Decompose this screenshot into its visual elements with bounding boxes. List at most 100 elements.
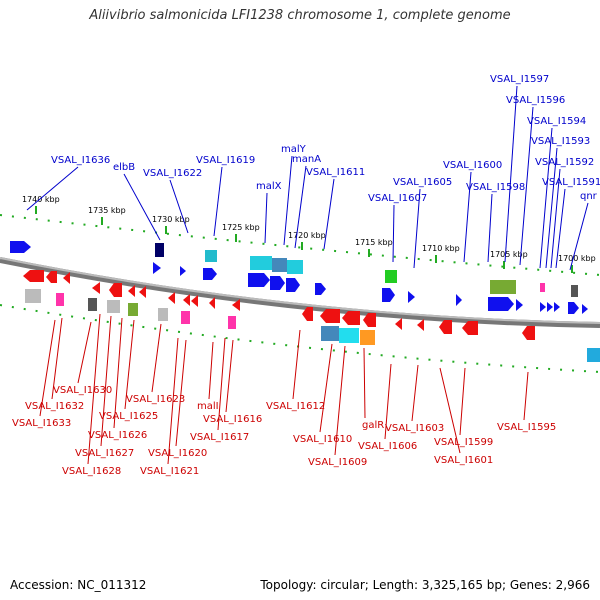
- reverse-gene-label[interactable]: VSAL_I1621: [140, 466, 199, 477]
- forward-gene[interactable]: [385, 270, 397, 283]
- reverse-gene[interactable]: [181, 311, 190, 324]
- forward-gene-label[interactable]: VSAL_I1594: [527, 116, 586, 127]
- forward-gene[interactable]: [547, 302, 553, 312]
- forward-gene-label[interactable]: VSAL_I1619: [196, 155, 255, 166]
- reverse-gene-label[interactable]: VSAL_I1609: [308, 457, 367, 468]
- reverse-gene-label[interactable]: VSAL_I1626: [88, 430, 147, 441]
- forward-gene-label[interactable]: VSAL_I1622: [143, 168, 202, 179]
- reverse-gene[interactable]: [232, 299, 240, 311]
- reverse-gene[interactable]: [92, 282, 100, 294]
- reverse-gene[interactable]: [209, 297, 215, 309]
- forward-gene-label[interactable]: manA: [292, 154, 321, 165]
- reverse-gene[interactable]: [191, 295, 198, 307]
- forward-gene-label[interactable]: VSAL_I1605: [393, 177, 452, 188]
- forward-gene[interactable]: [155, 243, 164, 257]
- forward-gene[interactable]: [180, 266, 186, 276]
- reverse-gene[interactable]: [128, 285, 135, 297]
- reverse-gene[interactable]: [462, 321, 478, 335]
- reverse-gene[interactable]: [109, 283, 122, 297]
- reverse-gene[interactable]: [56, 293, 64, 306]
- forward-gene[interactable]: [10, 241, 31, 253]
- reverse-gene-label[interactable]: VSAL_I1633: [12, 418, 71, 429]
- reverse-gene[interactable]: [321, 326, 339, 341]
- reverse-gene-label[interactable]: VSAL_I1628: [62, 466, 121, 477]
- reverse-gene[interactable]: [88, 298, 97, 311]
- reverse-gene-label[interactable]: VSAL_I1620: [148, 448, 207, 459]
- reverse-gene[interactable]: [439, 320, 452, 334]
- reverse-gene[interactable]: [23, 270, 44, 282]
- reverse-gene[interactable]: [183, 294, 190, 306]
- forward-gene-label[interactable]: VSAL_I1597: [490, 74, 549, 85]
- forward-gene[interactable]: [516, 299, 523, 311]
- reverse-gene[interactable]: [395, 318, 402, 330]
- forward-gene[interactable]: [456, 294, 462, 306]
- forward-gene[interactable]: [382, 288, 395, 302]
- reverse-gene-label[interactable]: VSAL_I1616: [203, 414, 262, 425]
- reverse-gene-label[interactable]: VSAL_I1630: [53, 385, 112, 396]
- reverse-gene[interactable]: [228, 316, 236, 329]
- forward-gene[interactable]: [286, 278, 300, 292]
- reverse-gene-label[interactable]: malI: [197, 401, 219, 412]
- forward-gene-label[interactable]: malX: [256, 181, 282, 192]
- reverse-gene-label[interactable]: VSAL_I1603: [385, 423, 444, 434]
- forward-gene[interactable]: [568, 302, 579, 314]
- forward-gene-label[interactable]: VSAL_I1598: [466, 182, 525, 193]
- reverse-gene[interactable]: [587, 348, 600, 362]
- reverse-gene-label[interactable]: VSAL_I1625: [99, 411, 158, 422]
- reverse-gene-label[interactable]: VSAL_I1623: [126, 394, 185, 405]
- reverse-gene-label[interactable]: VSAL_I1601: [434, 455, 493, 466]
- reverse-gene-label[interactable]: VSAL_I1595: [497, 422, 556, 433]
- forward-gene[interactable]: [205, 250, 217, 262]
- reverse-gene[interactable]: [168, 292, 175, 304]
- reverse-gene[interactable]: [522, 326, 535, 340]
- reverse-gene[interactable]: [25, 289, 41, 303]
- reverse-gene[interactable]: [360, 330, 375, 345]
- forward-gene[interactable]: [287, 260, 303, 274]
- forward-gene[interactable]: [540, 283, 545, 292]
- reverse-gene-label[interactable]: VSAL_I1632: [25, 401, 84, 412]
- forward-gene-label[interactable]: VSAL_I1607: [368, 193, 427, 204]
- forward-gene[interactable]: [272, 258, 287, 272]
- reverse-gene[interactable]: [302, 307, 313, 321]
- forward-gene-label[interactable]: VSAL_I1591: [542, 177, 600, 188]
- forward-gene[interactable]: [490, 280, 516, 294]
- forward-gene-label[interactable]: VSAL_I1593: [531, 136, 590, 147]
- reverse-gene[interactable]: [63, 272, 70, 284]
- forward-gene-label[interactable]: elbB: [113, 162, 135, 173]
- reverse-gene[interactable]: [320, 309, 340, 323]
- forward-gene-label[interactable]: VSAL_I1611: [306, 167, 365, 178]
- reverse-gene-label[interactable]: VSAL_I1599: [434, 437, 493, 448]
- reverse-gene[interactable]: [46, 271, 57, 283]
- reverse-gene[interactable]: [128, 303, 138, 316]
- forward-gene-label[interactable]: VSAL_I1636: [51, 155, 110, 166]
- forward-gene-label[interactable]: qnr: [580, 191, 598, 202]
- reverse-gene-label[interactable]: VSAL_I1606: [358, 441, 417, 452]
- forward-gene-label[interactable]: VSAL_I1596: [506, 95, 565, 106]
- forward-gene-label[interactable]: VSAL_I1600: [443, 160, 502, 171]
- reverse-gene[interactable]: [339, 328, 359, 343]
- forward-gene[interactable]: [488, 297, 514, 311]
- reverse-gene[interactable]: [107, 300, 120, 313]
- reverse-gene[interactable]: [417, 319, 424, 331]
- forward-gene-label[interactable]: VSAL_I1592: [535, 157, 594, 168]
- forward-gene[interactable]: [248, 273, 270, 287]
- reverse-gene[interactable]: [139, 286, 146, 298]
- reverse-gene-label[interactable]: VSAL_I1617: [190, 432, 249, 443]
- forward-gene[interactable]: [270, 276, 285, 290]
- reverse-gene-label[interactable]: galR: [362, 420, 384, 431]
- reverse-gene[interactable]: [158, 308, 168, 321]
- forward-gene[interactable]: [408, 291, 415, 303]
- forward-gene[interactable]: [315, 283, 326, 295]
- reverse-gene[interactable]: [363, 313, 376, 327]
- forward-gene[interactable]: [571, 285, 578, 297]
- forward-gene[interactable]: [153, 262, 161, 274]
- reverse-gene-label[interactable]: VSAL_I1610: [293, 434, 352, 445]
- reverse-gene[interactable]: [342, 311, 360, 325]
- forward-gene[interactable]: [540, 302, 546, 312]
- forward-gene[interactable]: [203, 268, 217, 280]
- reverse-gene-label[interactable]: VSAL_I1627: [75, 448, 134, 459]
- forward-gene[interactable]: [554, 302, 560, 312]
- forward-gene-label[interactable]: malY: [281, 144, 307, 155]
- reverse-gene-label[interactable]: VSAL_I1612: [266, 401, 325, 412]
- forward-gene[interactable]: [582, 304, 588, 314]
